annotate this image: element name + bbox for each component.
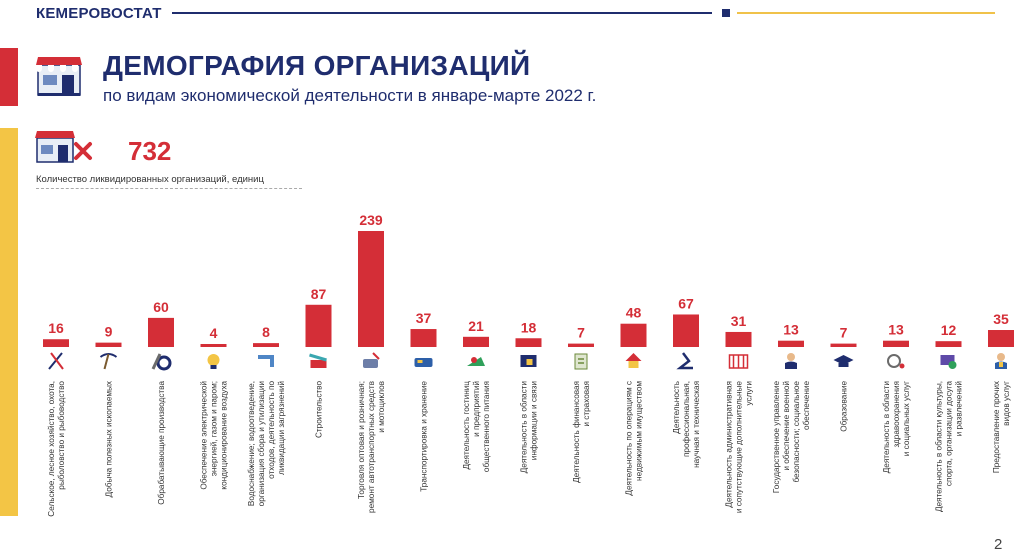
bar-12: [620, 323, 647, 347]
page-subtitle: по видам экономической деятельности в ян…: [103, 86, 597, 105]
category-label-11: Деятельность финансоваяи страховая: [572, 381, 591, 483]
liquidated-total-value: 732: [128, 136, 172, 166]
admin-icon: [728, 354, 749, 369]
bar-8: [410, 329, 437, 347]
hospitality-icon: [467, 357, 485, 366]
category-label-8: Транспортировка и хранение: [420, 381, 429, 492]
accent-bar-yellow: [0, 128, 18, 516]
category-label-10: Деятельность в областиинформации и связи: [520, 381, 539, 473]
bar-value-label-2: 9: [105, 324, 113, 340]
bar-10: [515, 338, 542, 347]
bar-value-label-15: 13: [783, 322, 799, 338]
category-label-1: Сельское, лесное хозяйство, охота,рыболо…: [47, 381, 66, 517]
bar-5: [253, 343, 279, 347]
category-label-7: Торговля оптовая и розничная;ремонт авто…: [357, 381, 386, 513]
bar-value-label-12: 48: [626, 305, 642, 321]
closed-store-icon: [35, 131, 92, 163]
category-label-2: Добыча полезных ископаемых: [105, 381, 114, 497]
bar-value-label-10: 18: [521, 319, 537, 335]
category-label-15: Государственное управлениеи обеспечение …: [772, 381, 811, 494]
bar-3: [148, 317, 174, 347]
bar-17: [883, 340, 909, 347]
culture-icon: [940, 355, 957, 369]
category-label-12: Деятельность по операциям снедвижимым им…: [625, 381, 644, 496]
bar-value-label-14: 31: [731, 313, 747, 329]
bar-value-label-5: 8: [262, 324, 270, 340]
category-label-17: Деятельность в областиздравоохраненияи с…: [882, 381, 911, 473]
finance-icon: [574, 353, 588, 370]
bar-value-label-6: 87: [311, 286, 327, 302]
bar-value-label-13: 67: [678, 295, 694, 311]
mining-icon: [99, 353, 118, 370]
trade-icon: [363, 352, 380, 368]
government-icon: [785, 353, 797, 369]
manufacturing-icon: [151, 353, 172, 371]
bar-value-label-9: 21: [468, 318, 484, 334]
brand-name: КЕМЕРОВОСТАТ: [36, 5, 162, 22]
bar-9: [463, 336, 489, 347]
category-label-9: Деятельность гостиници предприятийобщест…: [462, 381, 491, 472]
category-label-14: Деятельность административнаяи сопутству…: [725, 381, 754, 514]
education-icon: [833, 355, 854, 367]
bar-13: [673, 314, 699, 347]
header-divider-navy: [172, 12, 712, 14]
bar-value-label-17: 13: [888, 322, 904, 338]
bar-value-label-16: 7: [840, 325, 848, 341]
category-label-3: Обрабатывающие производства: [157, 381, 166, 505]
category-label-13: Деятельностьпрофессиональная,научная и т…: [672, 381, 701, 468]
science-icon: [676, 352, 693, 370]
water-icon: [258, 355, 274, 367]
category-label-5: Водоснабжение; водоотведение,организация…: [247, 381, 286, 507]
bar-4: [200, 344, 227, 347]
agriculture-icon: [48, 352, 64, 370]
energy-icon: [207, 354, 220, 369]
bar-16: [830, 343, 857, 347]
page-number: 2: [994, 536, 1003, 553]
bar-18: [935, 341, 962, 347]
healthcare-icon: [887, 354, 905, 369]
accent-bar-red: [0, 48, 18, 106]
bar-19: [988, 330, 1014, 347]
category-label-18: Деятельность в области культуры,спорта, …: [935, 381, 964, 512]
bar-value-label-7: 239: [359, 212, 383, 228]
category-label-16: Образование: [840, 381, 849, 432]
bar-value-label-11: 7: [577, 325, 585, 341]
header-divider-yellow: [737, 12, 995, 14]
other-services-icon: [995, 353, 1007, 369]
bar-value-label-18: 12: [941, 322, 957, 338]
category-label-19: Предоставление прочихвидов услуг: [992, 381, 1011, 473]
category-label-4: Обеспечение электрическойэнергией, газом…: [200, 381, 229, 490]
bar-1: [43, 339, 69, 347]
header-divider-dot: [722, 9, 730, 17]
storefront-icon: [36, 57, 82, 96]
bar-2: [95, 342, 122, 347]
bar-value-label-19: 35: [993, 311, 1009, 327]
construction-icon: [309, 353, 327, 368]
bar-value-label-1: 16: [48, 320, 64, 336]
category-label-6: Строительство: [315, 381, 324, 438]
communication-icon: [520, 355, 537, 367]
transport-icon: [414, 358, 433, 367]
caption-divider: [36, 188, 302, 189]
bar-11: [568, 343, 594, 347]
bar-value-label-3: 60: [153, 299, 169, 315]
bar-value-label-8: 37: [416, 310, 432, 326]
bar-15: [778, 340, 804, 347]
bar-7: [358, 231, 384, 347]
real-estate-icon: [625, 353, 642, 368]
liquidated-total-caption: Количество ликвидированных организаций, …: [36, 174, 264, 185]
bar-6: [305, 304, 332, 347]
bar-value-label-4: 4: [210, 325, 218, 341]
page-title: ДЕМОГРАФИЯ ОРГАНИЗАЦИЙ: [103, 50, 531, 81]
bar-14: [725, 331, 752, 347]
